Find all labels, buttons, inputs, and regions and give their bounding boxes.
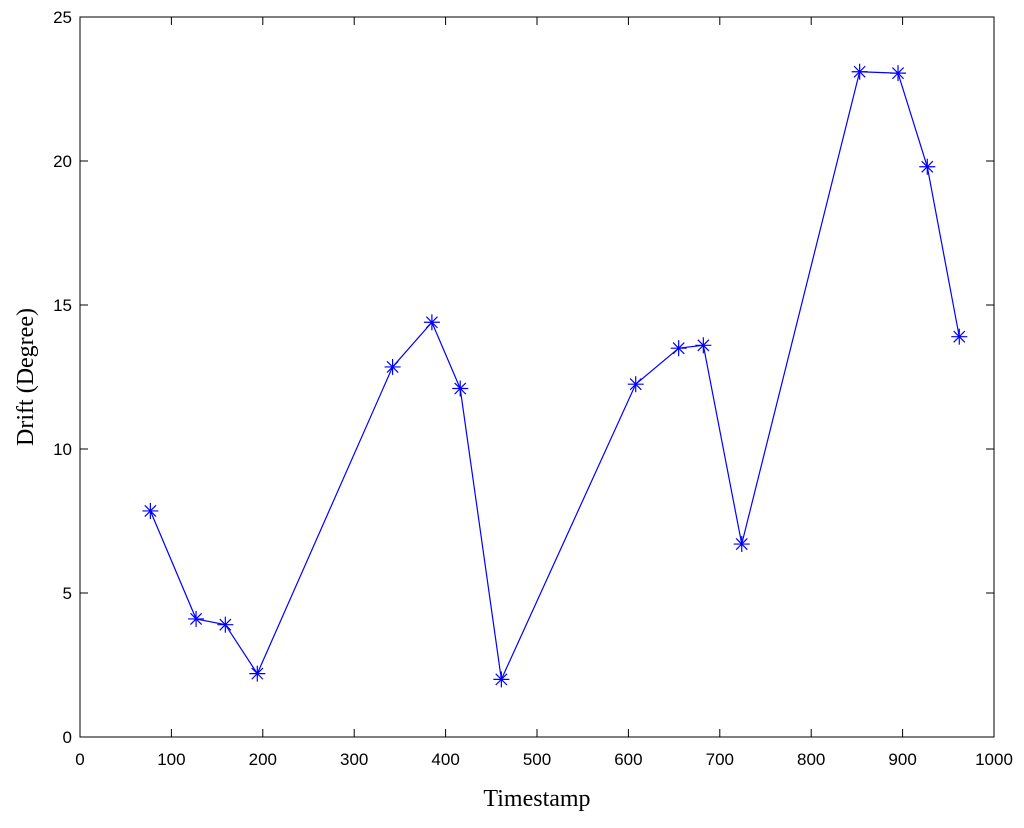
star-stroke	[144, 504, 157, 517]
x-tick-label: 900	[888, 750, 916, 769]
star-marker	[951, 328, 968, 345]
star-stroke	[853, 65, 866, 78]
star-stroke	[697, 339, 710, 352]
x-axis-label: Timestamp	[483, 786, 590, 812]
star-marker	[890, 65, 907, 82]
x-tick-label: 700	[706, 750, 734, 769]
star-marker	[384, 358, 401, 375]
star-marker	[670, 340, 687, 357]
x-tick-label: 1000	[975, 750, 1013, 769]
y-tick-label: 5	[63, 584, 72, 603]
y-tick-label: 15	[53, 296, 72, 315]
plot-frame	[79, 16, 995, 738]
star-marker	[452, 380, 469, 397]
star-stroke	[629, 378, 642, 391]
star-marker	[188, 610, 205, 627]
y-tick-label: 25	[53, 8, 72, 27]
star-stroke	[425, 316, 438, 329]
y-axis-label: Drift (Degree)	[13, 308, 39, 446]
star-marker	[142, 502, 159, 519]
star-marker	[851, 63, 868, 80]
star-marker	[733, 536, 750, 553]
x-tick-label: 100	[157, 750, 185, 769]
star-stroke	[892, 67, 905, 80]
x-tick-label: 0	[75, 750, 84, 769]
star-marker	[695, 337, 712, 354]
x-tick-label: 300	[340, 750, 368, 769]
star-marker	[919, 158, 936, 175]
star-stroke	[495, 673, 508, 686]
star-stroke	[190, 612, 203, 625]
star-marker	[423, 314, 440, 331]
star-stroke	[454, 382, 467, 395]
x-tick-label: 400	[431, 750, 459, 769]
star-marker	[493, 671, 510, 688]
star-stroke	[921, 160, 934, 173]
star-stroke	[735, 538, 748, 551]
star-stroke	[386, 360, 399, 373]
star-stroke	[672, 342, 685, 355]
star-stroke	[219, 618, 232, 631]
x-tick-label: 500	[523, 750, 551, 769]
star-marker	[627, 376, 644, 393]
x-tick-label: 200	[249, 750, 277, 769]
star-stroke	[953, 330, 966, 343]
x-tick-label: 800	[797, 750, 825, 769]
star-stroke	[251, 667, 264, 680]
star-marker	[217, 616, 234, 633]
star-marker	[249, 665, 266, 682]
x-tick-label: 600	[614, 750, 642, 769]
y-tick-label: 0	[63, 728, 72, 747]
y-tick-label: 10	[53, 440, 72, 459]
y-tick-label: 20	[53, 152, 72, 171]
data-line	[149, 71, 960, 682]
